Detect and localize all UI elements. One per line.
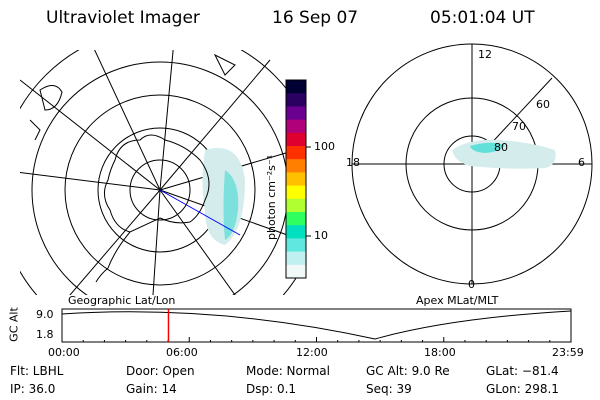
- colorbar-segment: [286, 251, 306, 266]
- mlat-label-70: 70: [512, 120, 526, 133]
- timeline-y-tick-1-8: 1.8: [36, 328, 54, 341]
- right-map-label: Apex MLat/MLT: [416, 294, 499, 307]
- gc-alt-info: GC Alt: 9.0 Re: [366, 364, 450, 378]
- timeline-x-tick-0000: 00:00: [48, 346, 80, 359]
- glat-info: GLat: −81.4: [486, 364, 559, 378]
- mlt-label-6: 6: [578, 156, 585, 169]
- seq-info: Seq: 39: [366, 382, 412, 396]
- dsp-info: Dsp: 0.1: [246, 382, 297, 396]
- colorbar-segment: [286, 212, 306, 226]
- colorbar-segment: [286, 198, 306, 213]
- aurora-emission-left: [202, 148, 245, 245]
- date-label: 16 Sep 07: [272, 8, 359, 28]
- mlt-label-12: 12: [478, 48, 492, 61]
- mode-info: Mode: Normal: [246, 364, 330, 378]
- glon-info: GLon: 298.1: [486, 382, 559, 396]
- mlat-label-60: 60: [536, 98, 550, 111]
- colorbar-segment: [286, 264, 306, 279]
- colorbar-tick-100: 100: [314, 140, 335, 153]
- timeline-y-tick-9: 9.0: [36, 308, 54, 321]
- instrument-title: Ultraviolet Imager: [46, 8, 200, 28]
- timeline-x-tick-0600: 06:00: [166, 346, 198, 359]
- timeline-x-tick-1200: 12:00: [296, 346, 328, 359]
- colorbar-segment: [286, 93, 306, 107]
- colorbar-segment: [286, 80, 306, 94]
- door-info: Door: Open: [126, 364, 195, 378]
- colorbar-tick-10: 10: [314, 229, 328, 242]
- colorbar-segment: [286, 119, 306, 134]
- time-label: 05:01:04 UT: [430, 8, 535, 28]
- gain-info: Gain: 14: [126, 382, 177, 396]
- timeline-y-label: GC Alt: [7, 307, 21, 342]
- colorbar-segment: [286, 172, 306, 187]
- timeline-x-tick-1800: 18:00: [424, 346, 456, 359]
- ground-track: [159, 189, 241, 236]
- timeline-x-tick-2359: 23:59: [552, 346, 584, 359]
- colorbar-segment: [286, 225, 306, 239]
- filter-info: Flt: LBHL: [10, 364, 64, 378]
- colorbar-segment: [286, 238, 306, 253]
- colorbar-segment: [286, 146, 306, 160]
- antarctica-coastline: [29, 53, 236, 283]
- ip-info: IP: 36.0: [10, 382, 56, 396]
- mlat-label-80: 80: [494, 141, 508, 154]
- colorbar-segment: [286, 106, 306, 121]
- colorbar-segment: [286, 132, 306, 147]
- mlt-label-18: 18: [346, 156, 360, 169]
- colorbar-segment: [286, 185, 306, 200]
- left-map-label: Geographic Lat/Lon: [68, 294, 176, 307]
- aurora-emission-right: [452, 139, 556, 169]
- mlt-label-0: 0: [468, 278, 475, 291]
- colorbar-segment: [286, 159, 306, 173]
